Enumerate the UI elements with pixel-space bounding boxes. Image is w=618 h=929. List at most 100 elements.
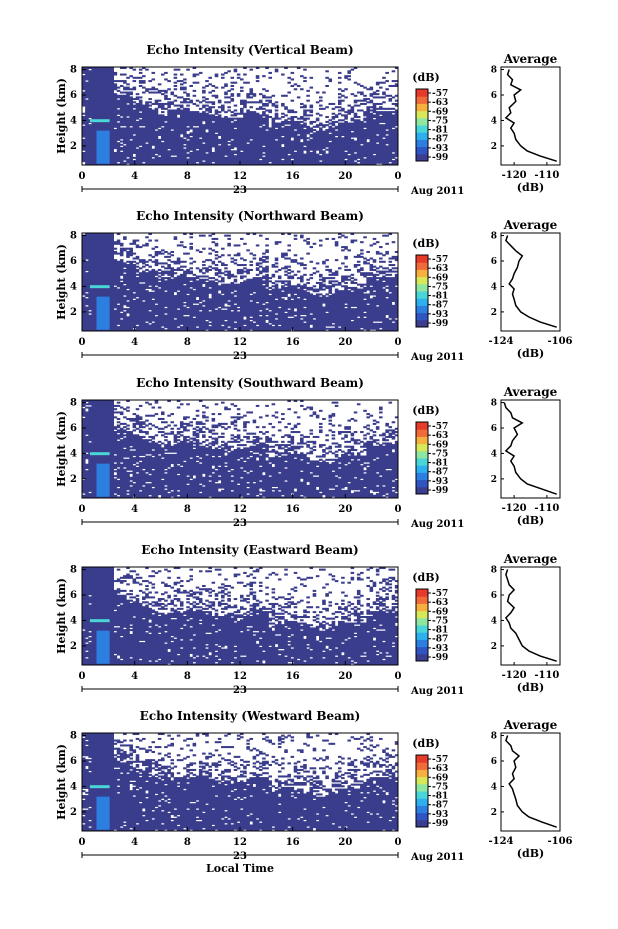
y-tick-label: 4 — [70, 115, 77, 126]
echo-cell — [202, 96, 206, 98]
echo-cell — [199, 72, 203, 74]
echo-cell — [114, 241, 118, 243]
echo-cell — [319, 108, 323, 110]
echo-cell — [85, 307, 89, 309]
echo-cell — [243, 113, 247, 115]
echo-cell — [262, 103, 266, 105]
echo-cell — [249, 69, 253, 71]
y-tick-label: 2 — [70, 141, 77, 152]
echo-cell — [227, 106, 231, 108]
echo-cell — [363, 95, 367, 97]
echo-cell — [360, 100, 364, 102]
echo-cell — [379, 82, 383, 84]
echo-cell — [180, 83, 184, 85]
echo-cell — [281, 121, 285, 123]
echo-cell — [161, 142, 165, 144]
echo-cell — [265, 90, 269, 92]
echo-cell — [234, 155, 238, 157]
echo-cell — [284, 106, 288, 108]
echo-cell — [180, 74, 184, 76]
echo-cell — [234, 121, 238, 123]
echo-cell — [136, 93, 140, 95]
echo-cell — [351, 93, 355, 95]
echo-cell — [366, 142, 370, 144]
echo-cell — [294, 116, 298, 118]
echo-cell — [174, 69, 178, 71]
echo-cell — [256, 113, 260, 115]
echo-cell — [357, 116, 361, 118]
echo-cell — [123, 274, 127, 276]
colorbar-tick-label: -99 — [432, 153, 448, 163]
echo-cell — [120, 118, 124, 120]
x-tick-label: 4 — [131, 171, 138, 182]
colorbar-segment — [416, 147, 428, 155]
echo-cell — [120, 313, 124, 315]
echo-cell — [382, 96, 386, 98]
echo-cell — [152, 149, 156, 151]
echo-cell — [262, 75, 266, 77]
echo-cell — [133, 293, 137, 295]
echo-cell — [284, 95, 288, 97]
echo-cell — [85, 82, 89, 84]
echo-cell — [354, 105, 358, 107]
echo-cell — [218, 100, 222, 102]
echo-cell — [370, 109, 374, 111]
echo-cell — [351, 69, 355, 71]
echo-cell — [354, 162, 358, 164]
echo-cell — [300, 103, 304, 105]
echo-cell — [186, 98, 190, 100]
echo-cell — [306, 90, 310, 92]
echo-cell — [240, 100, 244, 102]
echo-cell — [186, 158, 190, 160]
echo-cell — [133, 87, 137, 89]
echo-cell — [212, 90, 216, 92]
echo-cell — [120, 147, 124, 149]
avg-unit: (dB) — [517, 181, 544, 194]
echo-cell — [338, 100, 342, 102]
echo-cell — [256, 80, 260, 82]
echo-cell — [148, 259, 152, 261]
echo-cell — [142, 302, 146, 304]
x-tick-label: 0 — [395, 171, 402, 182]
echo-cell — [189, 137, 193, 139]
echo-cell — [158, 103, 162, 105]
echo-cell — [152, 269, 156, 271]
echo-cell — [117, 109, 121, 111]
echo-cell — [275, 123, 279, 125]
echo-cell — [193, 74, 197, 76]
echo-cell — [265, 131, 269, 133]
echo-cell — [300, 124, 304, 126]
echo-cell — [373, 114, 377, 116]
echo-cell — [347, 105, 351, 107]
y-axis-label: Height (km) — [55, 78, 68, 154]
echo-cell — [152, 292, 156, 294]
echo-cell — [373, 119, 377, 121]
echo-cell — [351, 118, 355, 120]
echo-cell — [120, 95, 124, 97]
echo-cell — [164, 116, 168, 118]
echo-cell — [170, 92, 174, 94]
echo-cell — [300, 116, 304, 118]
echo-cell — [123, 127, 127, 129]
echo-cell — [382, 108, 386, 110]
echo-cell — [376, 82, 380, 84]
echo-cell — [142, 80, 146, 82]
y-tick-label: 6 — [70, 90, 77, 101]
echo-cell — [332, 121, 336, 123]
echo-cell — [325, 70, 329, 72]
echo-cell — [114, 310, 118, 312]
echo-cell — [123, 308, 127, 310]
echo-cell — [316, 113, 320, 115]
echo-cell — [253, 101, 257, 103]
echo-cell — [126, 316, 130, 318]
echo-cell — [322, 108, 326, 110]
echo-cell — [224, 101, 228, 103]
echo-cell — [148, 80, 152, 82]
echo-cell — [265, 109, 269, 111]
echo-cell — [354, 113, 358, 115]
echo-cell — [227, 70, 231, 72]
echo-cell — [186, 93, 190, 95]
echo-cell — [189, 132, 193, 134]
echo-cell — [389, 95, 393, 97]
echo-cell — [120, 243, 124, 245]
